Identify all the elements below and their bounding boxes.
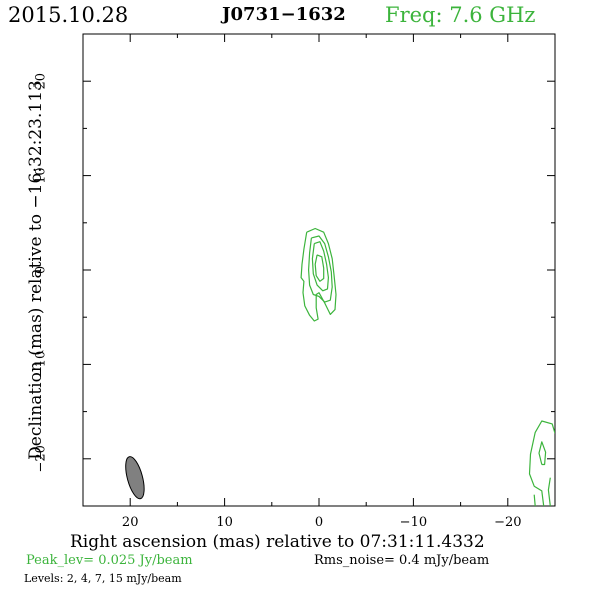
observation-date: 2015.10.28 — [8, 3, 129, 27]
axis-ticks — [82, 33, 556, 507]
x-axis-label: Right ascension (mas) relative to 07:31:… — [70, 532, 485, 552]
plot-frame — [82, 33, 556, 507]
contour-level-4 — [547, 477, 551, 506]
contour-level-7 — [311, 241, 329, 292]
contour-level-2 — [528, 420, 555, 506]
contour-level-15 — [314, 254, 325, 282]
contour-level-2 — [300, 227, 337, 322]
y-tick-label: 20 — [34, 73, 49, 90]
y-tick-label: −10 — [34, 351, 49, 378]
rms-noise: Rms_noise= 0.4 mJy/beam — [314, 553, 490, 568]
contour-lines — [300, 227, 555, 506]
source-name: J0731−1632 — [222, 4, 346, 25]
x-tick-label: −10 — [400, 515, 427, 530]
x-tick-label: −20 — [494, 515, 521, 530]
contour-level-2 — [533, 494, 536, 506]
x-tick-label: 10 — [216, 515, 233, 530]
y-axis-label: Declination (mas) relative to −16:32:23.… — [26, 80, 46, 460]
contour-level-4 — [538, 441, 547, 466]
frequency-label: Freq: 7.6 GHz — [385, 3, 536, 27]
y-tick-label: 0 — [34, 266, 49, 274]
contour-levels: Levels: 2, 4, 7, 15 mJy/beam — [24, 572, 182, 585]
axis-tick-labels: 20 10 0 −10 −20 20 10 0 −10 −20 — [34, 73, 522, 530]
x-tick-label: 20 — [122, 515, 139, 530]
beam-ellipse — [125, 456, 145, 500]
peak-level: Peak_lev= 0.025 Jy/beam — [26, 553, 193, 568]
contour-level-4 — [308, 235, 333, 303]
y-tick-label: −20 — [34, 445, 49, 472]
x-tick-label: 0 — [315, 515, 323, 530]
y-tick-label: 10 — [34, 167, 49, 184]
restoring-beam — [125, 456, 145, 500]
